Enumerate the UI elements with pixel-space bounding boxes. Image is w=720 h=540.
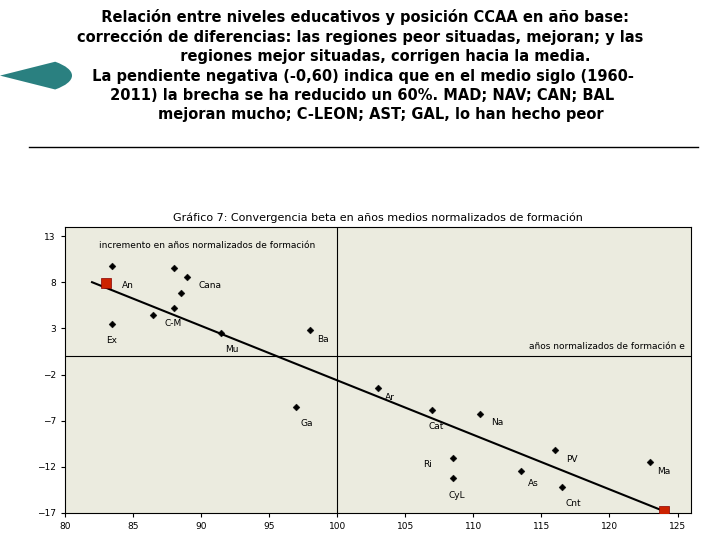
Text: C-M: C-M	[164, 319, 181, 328]
Wedge shape	[0, 62, 72, 90]
Text: PV: PV	[566, 455, 577, 464]
Text: Ar: Ar	[384, 393, 395, 402]
Text: años normalizados de formación e: años normalizados de formación e	[528, 341, 685, 350]
Text: Cat: Cat	[428, 422, 444, 430]
Text: Ga: Ga	[300, 419, 313, 428]
Text: Ri: Ri	[423, 461, 432, 469]
Text: As: As	[528, 479, 539, 488]
Text: Ex: Ex	[106, 336, 117, 345]
Title: Gráfico 7: Convergencia beta en años medios normalizados de formación: Gráfico 7: Convergencia beta en años med…	[173, 213, 583, 223]
Text: Mu: Mu	[225, 345, 239, 354]
Text: An: An	[122, 281, 134, 291]
Text: Cnt: Cnt	[566, 499, 582, 508]
Text: Ma: Ma	[657, 467, 670, 476]
Text: CyL: CyL	[449, 491, 465, 500]
Text: incremento en años normalizados de formación: incremento en años normalizados de forma…	[99, 241, 315, 249]
Text: Na: Na	[491, 418, 503, 427]
Text: Ba: Ba	[317, 335, 328, 344]
Text: Relación entre niveles educativos y posición CCAA en año base:
corrección de dif: Relación entre niveles educativos y posi…	[77, 9, 643, 122]
Text: Cana: Cana	[198, 281, 221, 291]
